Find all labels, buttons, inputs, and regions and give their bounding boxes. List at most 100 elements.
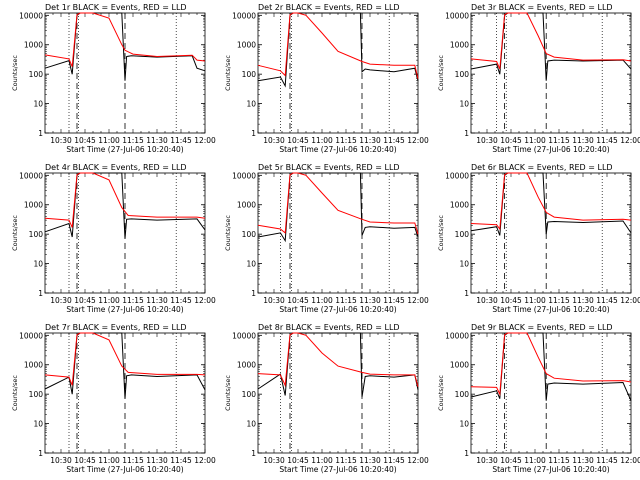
detector-panel: Det 2r BLACK = Events, RED = LLD 1 10 100 10… (224, 3, 429, 154)
events-series-line (470, 172, 632, 236)
lld-series-line (470, 332, 632, 397)
x-tick-label: 10:45 (74, 136, 96, 145)
y-tick-label: 10000 (232, 11, 256, 20)
x-tick-label: 12:00 (620, 136, 640, 145)
y-tick-label: 10 (246, 420, 256, 429)
x-tick-label: 12:00 (194, 136, 216, 145)
plot-frame (257, 172, 419, 294)
x-tick-label: 11:15 (122, 136, 144, 145)
y-tick-label: 10 (459, 420, 469, 429)
y-tick-label: 100 (242, 70, 257, 79)
x-tick-label: 12:00 (194, 296, 216, 305)
x-tick-label: 12:00 (407, 296, 429, 305)
y-tick-label: 10000 (445, 171, 469, 180)
x-tick-label: 11:15 (335, 296, 357, 305)
detector-panel: Det 6r BLACK = Events, RED = LLD 1 10 100 10… (437, 163, 640, 314)
y-tick-label: 100 (29, 230, 44, 239)
y-tick-label: 100 (242, 390, 257, 399)
events-series-line (470, 332, 632, 401)
y-tick-label: 1000 (237, 41, 256, 50)
y-axis-label: Counts/sec (11, 215, 19, 251)
lld-series-line (257, 332, 419, 388)
panel-title: Det 9r BLACK = Events, RED = LLD (471, 323, 613, 332)
events-series-line (470, 12, 632, 81)
x-tick-label: 12:00 (620, 296, 640, 305)
x-tick-label: 10:30 (263, 296, 285, 305)
x-tick-label: 10:30 (50, 456, 72, 465)
panel-title: Det 6r BLACK = Events, RED = LLD (471, 163, 613, 172)
y-tick-label: 100 (455, 230, 470, 239)
y-tick-label: 1 (251, 289, 256, 298)
detector-panel: Det 9r BLACK = Events, RED = LLD 1 10 100 10… (437, 323, 640, 474)
events-series-line (44, 332, 206, 399)
y-tick-label: 10 (459, 100, 469, 109)
lld-series-line (257, 12, 419, 79)
x-tick-label: 11:15 (122, 456, 144, 465)
x-tick-label: 10:30 (263, 136, 285, 145)
y-axis-label: Counts/sec (224, 55, 232, 91)
y-tick-label: 10 (246, 260, 256, 269)
x-tick-label: 11:30 (572, 296, 594, 305)
x-tick-label: 11:15 (548, 456, 570, 465)
y-tick-label: 100 (455, 70, 470, 79)
panel-title: Det 5r BLACK = Events, RED = LLD (258, 163, 400, 172)
y-tick-label: 10000 (445, 11, 469, 20)
x-axis-label: Start Time (27-Jul-06 10:20:40) (492, 305, 609, 314)
x-tick-label: 11:30 (146, 136, 168, 145)
x-axis-label: Start Time (27-Jul-06 10:20:40) (492, 145, 609, 154)
lld-series-line (257, 172, 419, 235)
y-axis-label: Counts/sec (224, 215, 232, 251)
detector-panel: Det 3r BLACK = Events, RED = LLD 1 10 100 10… (437, 3, 640, 154)
y-tick-label: 100 (29, 390, 44, 399)
events-series-line (257, 12, 419, 88)
x-tick-label: 10:45 (74, 456, 96, 465)
x-tick-label: 12:00 (620, 456, 640, 465)
y-tick-label: 10000 (232, 171, 256, 180)
y-axis-label: Counts/sec (224, 375, 232, 411)
plot-frame (470, 332, 632, 454)
x-tick-label: 11:45 (170, 456, 192, 465)
x-tick-label: 11:15 (548, 136, 570, 145)
plot-frame (257, 332, 419, 454)
y-tick-label: 100 (455, 390, 470, 399)
x-tick-label: 11:00 (311, 456, 333, 465)
y-axis-label: Counts/sec (437, 55, 445, 91)
x-tick-label: 10:30 (263, 456, 285, 465)
y-tick-label: 1 (464, 449, 469, 458)
x-tick-label: 10:30 (50, 296, 72, 305)
x-tick-label: 11:30 (146, 296, 168, 305)
y-tick-label: 1000 (24, 41, 43, 50)
y-tick-label: 10000 (19, 171, 43, 180)
panel-title: Det 8r BLACK = Events, RED = LLD (258, 323, 400, 332)
x-tick-label: 11:15 (122, 296, 144, 305)
panel-title: Det 7r BLACK = Events, RED = LLD (45, 323, 187, 332)
x-tick-label: 11:30 (572, 456, 594, 465)
x-tick-label: 11:30 (146, 456, 168, 465)
x-tick-label: 10:45 (287, 296, 309, 305)
x-tick-label: 11:00 (311, 136, 333, 145)
x-tick-label: 11:45 (170, 296, 192, 305)
x-axis-label: Start Time (27-Jul-06 10:20:40) (279, 145, 396, 154)
x-tick-label: 11:00 (98, 136, 120, 145)
panel-title: Det 1r BLACK = Events, RED = LLD (45, 3, 187, 12)
plot-frame (470, 172, 632, 294)
plot-frame (470, 12, 632, 134)
lld-series-line (470, 12, 632, 70)
y-tick-label: 1 (251, 129, 256, 138)
x-tick-label: 11:30 (359, 296, 381, 305)
detector-panel: Det 7r BLACK = Events, RED = LLD 1 10 100 10… (11, 323, 216, 474)
x-axis-label: Start Time (27-Jul-06 10:20:40) (492, 465, 609, 474)
x-tick-label: 11:45 (170, 136, 192, 145)
x-tick-label: 11:45 (596, 296, 618, 305)
y-tick-label: 1 (38, 129, 43, 138)
y-tick-label: 1000 (450, 201, 469, 210)
y-tick-label: 1000 (450, 41, 469, 50)
y-tick-label: 1 (464, 129, 469, 138)
x-tick-label: 10:45 (287, 136, 309, 145)
y-tick-label: 10000 (445, 331, 469, 340)
y-tick-label: 10 (459, 260, 469, 269)
x-tick-label: 11:30 (572, 136, 594, 145)
x-tick-label: 11:15 (335, 136, 357, 145)
lld-series-line (44, 332, 206, 386)
